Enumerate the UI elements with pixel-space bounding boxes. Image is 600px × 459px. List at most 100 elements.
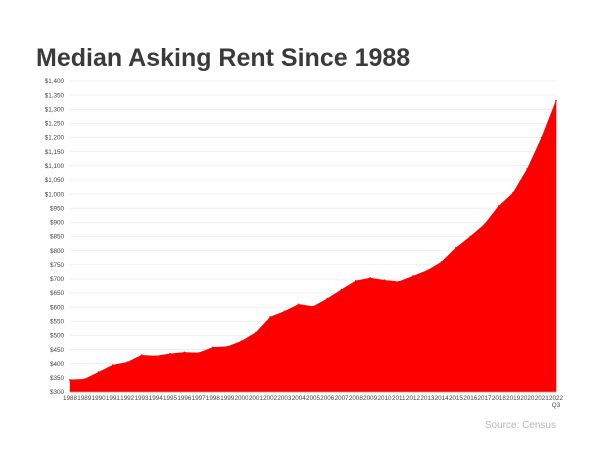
data-point [111,364,114,367]
x-tick-label: 1990 [92,395,107,402]
x-tick-label: 2011 [392,395,406,402]
x-tick-label: 2017 [478,395,493,402]
data-point [254,331,257,334]
x-tick-label: 2006 [320,395,335,402]
y-tick-label: $300 [50,389,65,396]
data-point [240,340,243,343]
data-point [512,191,515,194]
data-point [369,277,372,279]
x-tick-label: 2003 [277,395,292,402]
y-tick-label: $1,300 [45,106,65,113]
x-tick-label: 1989 [77,395,92,402]
y-tick-label: $750 [50,262,65,269]
x-tick-label: 2012 [406,395,421,402]
x-tick-label: 1991 [106,395,121,402]
y-tick-label: $850 [50,234,65,241]
y-tick-label: $650 [50,290,65,297]
data-point [426,269,429,272]
y-tick-label: $700 [50,276,65,283]
y-tick-label: $600 [50,304,65,311]
x-tick-label: 1998 [206,395,221,402]
data-point [212,346,214,349]
y-tick-label: $550 [50,319,65,326]
x-tick-label: 2019 [506,395,521,402]
x-tick-label: 2015 [449,395,464,402]
data-point [283,310,286,313]
x-tick-label: 2020 [520,395,535,402]
y-tick-label: $1,200 [45,135,65,142]
x-tick-label: 2016 [463,395,478,402]
data-point [555,99,557,102]
data-point [97,371,100,374]
y-tick-label: $950 [50,205,65,212]
y-tick-label: $1,100 [45,163,65,170]
plot-area [69,99,557,393]
x-tick-label: 2022 Q3 [549,395,564,409]
x-tick-label: 2021 [535,395,550,402]
data-point [183,351,186,354]
data-point [140,354,143,357]
data-point [483,223,486,226]
y-tick-label: $1,400 [45,78,65,85]
source-note: Source: Census [484,420,556,431]
x-tick-label: 2018 [492,395,507,402]
y-tick-label: $1,050 [45,177,65,184]
x-tick-label: 2009 [363,395,378,402]
data-point [397,280,400,283]
x-axis: 1988 1989 1990 1991 1992 1993 1994 1995 1996 1997… [63,391,564,409]
data-point [412,275,414,277]
rent-area [69,100,557,393]
data-point [169,352,171,355]
x-tick-label: 2007 [335,395,350,402]
x-tick-label: 2004 [292,395,307,402]
data-point [540,136,543,139]
data-point [126,361,129,364]
x-tick-label: 2008 [349,395,364,402]
x-tick-label: 2005 [306,395,321,402]
x-tick-label: 2014 [435,395,450,402]
y-tick-label: $450 [50,347,65,354]
x-tick-label: 1988 [63,395,78,402]
y-tick-label: $500 [50,333,65,340]
data-point [354,279,357,282]
x-tick-label: 1994 [149,395,164,402]
data-point [383,279,386,282]
data-point [312,305,314,308]
data-point [497,205,500,207]
y-tick-label: $1,000 [45,191,65,198]
x-tick-label: 1993 [134,395,149,402]
data-point [326,297,329,300]
y-tick-label: $800 [50,248,65,255]
y-tick-label: $1,250 [45,121,65,128]
x-tick-label: 1997 [192,395,207,402]
data-point [469,235,472,238]
x-tick-label: 2010 [377,395,392,402]
x-tick-label: 1995 [163,395,178,402]
data-point [440,261,443,263]
y-tick-label: $900 [50,220,65,227]
y-tick-label: $400 [50,361,65,368]
x-tick-label: 2001 [249,395,264,402]
x-tick-label: 1992 [120,395,135,402]
data-point [154,355,157,357]
y-axis: $300 $350 $400 $450 $500 $550 $600 $650 $700 $750… [45,78,65,396]
x-tick-label: 2000 [235,395,250,402]
data-point [340,288,343,291]
data-point [297,303,300,306]
x-tick-label: 1999 [220,395,235,402]
data-point [197,352,200,354]
x-tick-label: 2002 [263,395,278,402]
x-tick-label: 2013 [420,395,435,402]
y-tick-label: $350 [50,375,65,382]
data-point [269,316,272,318]
data-point [83,378,86,381]
data-point [226,345,229,348]
y-tick-label: $1,150 [45,149,65,156]
y-tick-label: $1,350 [45,92,65,99]
data-point [69,378,71,381]
chart-title: Median Asking Rent Since 1988 [36,44,411,72]
data-point [455,246,457,249]
x-tick-label: 1996 [177,395,192,402]
